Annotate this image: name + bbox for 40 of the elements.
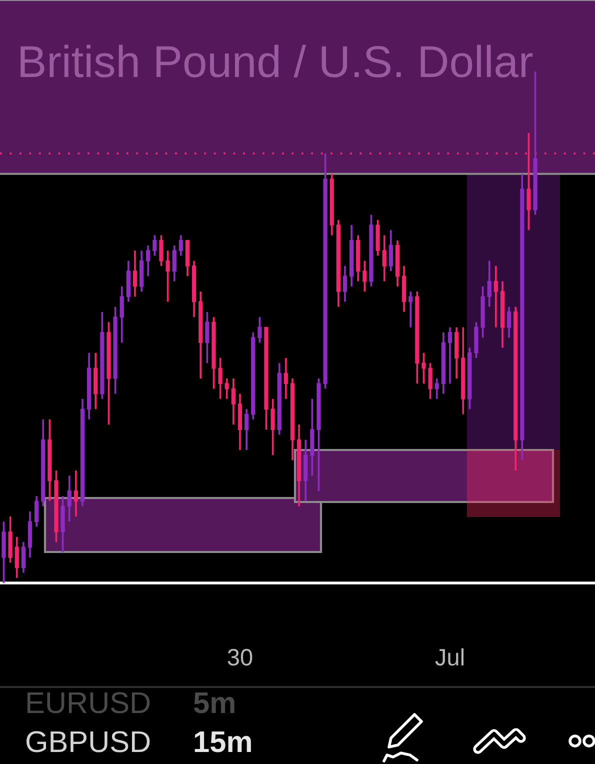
candlestick [434, 378, 439, 400]
candlestick [34, 495, 39, 528]
candlestick [224, 378, 229, 400]
x-tick-label: Jul [435, 648, 464, 666]
candlestick [146, 244, 150, 278]
candlestick [342, 265, 348, 303]
text: EURUSD [27, 692, 150, 714]
candlestick [159, 234, 164, 267]
text: 15m [194, 731, 251, 752]
candlestick [408, 290, 413, 328]
candlestick [178, 234, 183, 257]
candlestick [388, 229, 393, 272]
candlestick [152, 234, 157, 257]
candlestick [21, 541, 26, 574]
candlestick [494, 265, 498, 328]
candlestick [428, 362, 432, 400]
candlestick [244, 408, 249, 451]
candlestick [506, 306, 512, 338]
candlestick [14, 536, 19, 579]
candlestick [258, 316, 262, 344]
candlestick [448, 326, 452, 384]
candlestick [270, 398, 275, 456]
candlestick [231, 378, 236, 426]
text: 5m [194, 692, 234, 714]
chart-title: British Pound / U.S. Dollar [20, 44, 533, 78]
candlestick [166, 250, 170, 303]
candlestick [172, 244, 176, 282]
candlestick [422, 352, 426, 384]
candlestick [120, 285, 124, 344]
candlestick [67, 474, 72, 523]
candlestick [382, 234, 386, 282]
candlestick [74, 470, 78, 518]
candlestick [362, 260, 367, 292]
candlestick [205, 311, 210, 364]
x-tick-label: 30 [228, 648, 252, 666]
candlestick [487, 260, 492, 308]
candlestick [284, 357, 288, 400]
candlestick [132, 250, 138, 298]
text: GBPUSD [26, 731, 150, 752]
candlestick [218, 357, 222, 400]
